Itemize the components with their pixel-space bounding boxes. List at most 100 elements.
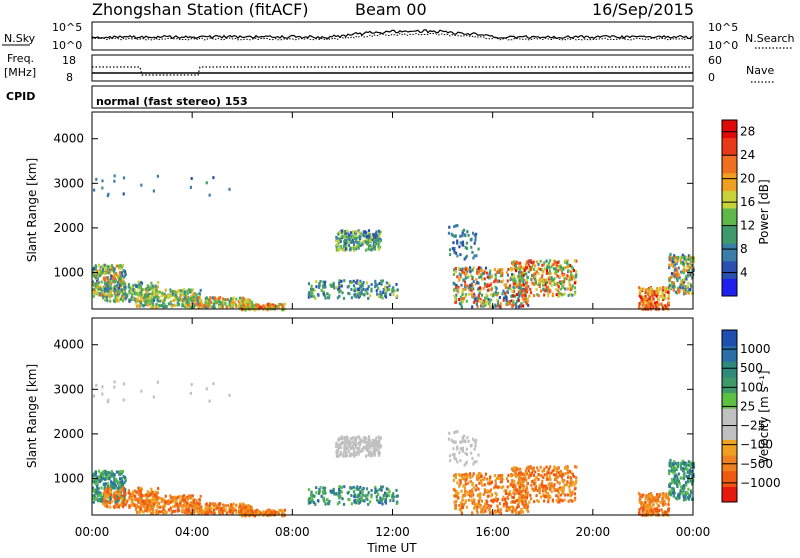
velocity-cell [395,489,397,492]
power-cell [114,174,116,177]
nave-tick-top: 60 [708,54,722,67]
velocity-cell [460,479,462,482]
power-cell [367,288,369,291]
velocity-cell [98,470,100,473]
velocity-cell [382,485,384,488]
power-cell [240,304,242,307]
power-cell [670,264,672,267]
power-cell [172,299,174,302]
velocity-cell [502,485,504,488]
power-cell [672,286,674,289]
velocity-cell [452,453,454,456]
velocity-cell [120,488,122,491]
power-cell [676,269,678,272]
velocity-cell [123,490,125,493]
power-cell [135,292,137,295]
power-cell [651,300,653,303]
velocity-cell [357,499,359,502]
velocity-cell [471,511,473,514]
velocity-cell [344,448,346,451]
power-cell [474,236,476,239]
velocity-cell [640,502,642,505]
velocity-cell [466,453,468,456]
power-cell [500,274,502,277]
velocity-cell [156,501,158,504]
power-cell [159,291,161,294]
power-cell [516,300,518,303]
power-cell [558,285,560,288]
velocity-cell [101,385,103,388]
velocity-cell [274,510,276,513]
power-cell [113,273,115,276]
power-cell [476,300,478,303]
power-cell [511,273,513,276]
power-cell [137,281,139,284]
velocity-cell [172,505,174,508]
velocity-cell [549,475,551,478]
power-cell [212,296,214,299]
velocity-cell [678,494,680,497]
freq-tick-bottom: 8 [66,71,73,84]
velocity-cell [499,511,501,514]
power-cell [543,261,545,264]
power-cell [562,274,564,277]
velocity-cell [213,512,215,515]
velocity-cell [199,510,201,513]
velocity-cell [358,446,360,449]
velocity-cell [341,497,343,500]
velocity-cell [536,476,538,479]
velocity-cell [111,500,113,503]
power-cell [518,265,520,268]
velocity-cell [204,507,206,510]
power-cell [140,301,142,304]
velocity-cell [689,494,691,497]
velocity-cell [369,445,371,448]
velocity-cell [562,480,564,483]
power-cell [678,291,680,294]
velocity-cell [308,488,310,491]
power-cell [109,285,111,288]
velocity-cell [369,500,371,503]
power-cell [682,286,684,289]
velocity-cell [521,481,523,484]
power-cell [489,273,491,276]
velocity-cell [673,480,675,483]
power-cell [159,304,161,307]
power-cell [124,288,126,291]
power-cell [548,262,550,265]
power-cell [343,297,345,300]
power-cell [95,268,97,271]
velocity-cell [454,507,456,510]
power-cell [191,297,193,300]
velocity-cell [108,476,110,479]
velocity-cell [174,500,176,503]
velocity-cell [460,447,462,450]
power-cell [642,304,644,307]
velocity-cell [680,477,682,480]
velocity-cell [239,505,241,508]
velocity-cell [353,486,355,489]
power-cell [671,272,673,275]
power-cell [536,270,538,273]
velocity-cell [667,497,669,500]
velocity-cell [118,506,120,509]
power-cell [93,283,95,286]
power-cell [687,258,689,261]
power-cell [456,275,458,278]
power-cell [685,292,687,295]
power-cell [639,292,641,295]
velocity-cell [481,509,483,512]
power-cell [668,294,670,297]
velocity-cell [650,493,652,496]
cpid-text: normal (fast stereo) 153 [96,95,248,108]
power-cell [500,271,502,274]
power-cell [219,296,221,299]
velocity-cell [509,490,511,493]
power-cell [367,297,369,300]
velocity-cell [350,494,352,497]
power-cell [525,264,527,267]
power-cell [147,284,149,287]
power-cell [490,305,492,308]
velocity-cell [341,491,343,494]
